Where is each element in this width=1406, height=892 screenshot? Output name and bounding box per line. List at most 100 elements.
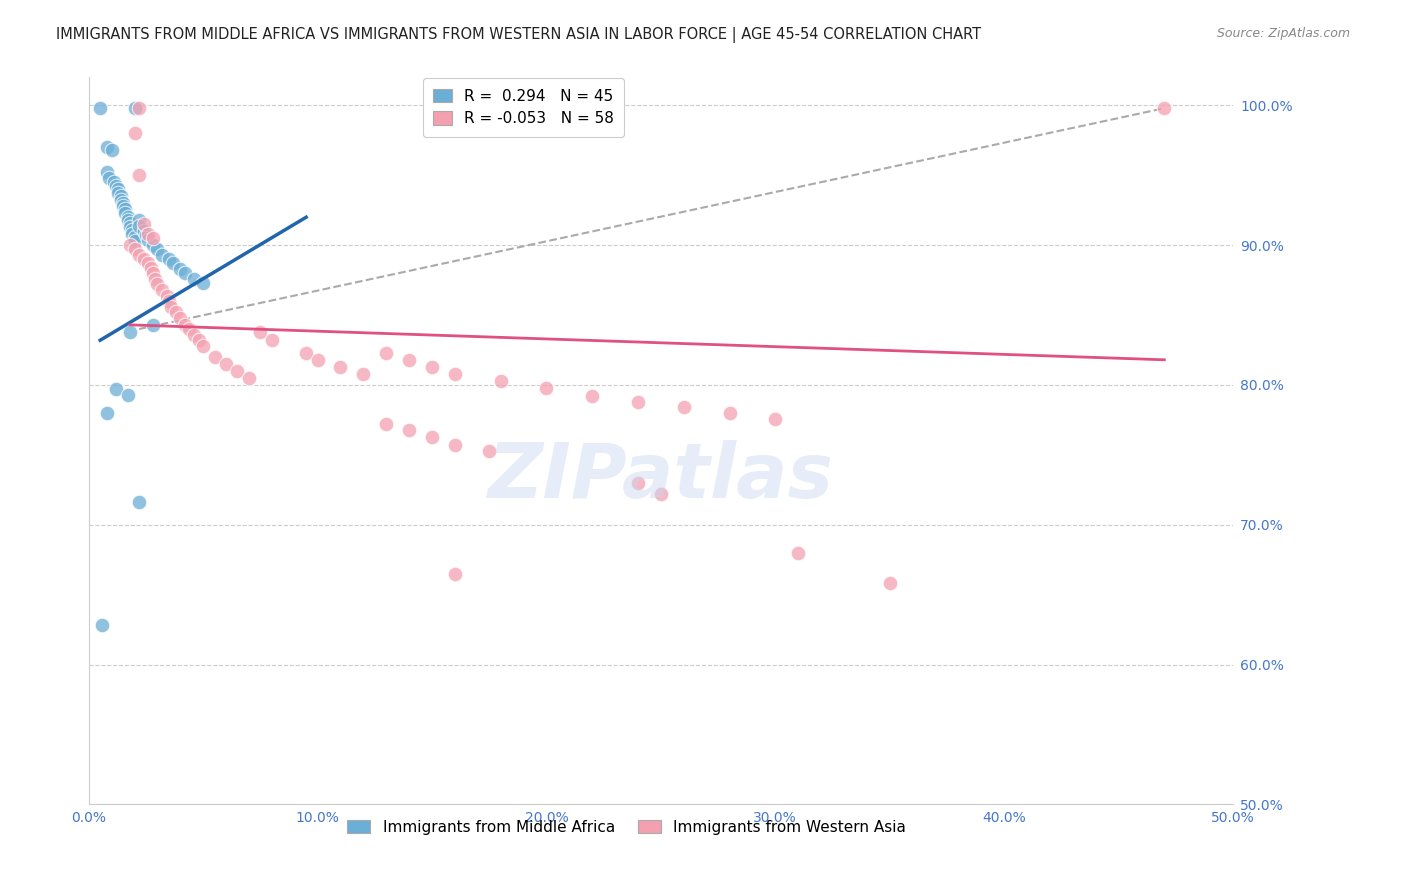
Point xyxy=(128,219,150,233)
Point xyxy=(260,333,283,347)
Point xyxy=(128,169,150,183)
Point xyxy=(162,256,184,270)
Point xyxy=(672,401,695,415)
Point xyxy=(718,406,741,420)
Point xyxy=(157,252,180,267)
Point xyxy=(117,211,139,225)
Point xyxy=(249,325,271,339)
Point xyxy=(193,276,215,290)
Point xyxy=(536,381,558,395)
Point xyxy=(160,300,183,314)
Point xyxy=(444,438,467,452)
Point xyxy=(787,546,810,560)
Legend: Immigrants from Middle Africa, Immigrants from Western Asia: Immigrants from Middle Africa, Immigrant… xyxy=(339,811,915,844)
Point xyxy=(420,359,443,374)
Point xyxy=(150,283,173,297)
Point xyxy=(238,371,260,385)
Point xyxy=(150,248,173,262)
Point xyxy=(117,388,139,402)
Point xyxy=(110,189,132,203)
Point xyxy=(96,140,118,154)
Text: IMMIGRANTS FROM MIDDLE AFRICA VS IMMIGRANTS FROM WESTERN ASIA IN LABOR FORCE | A: IMMIGRANTS FROM MIDDLE AFRICA VS IMMIGRA… xyxy=(56,27,981,43)
Point xyxy=(136,233,159,247)
Point xyxy=(117,213,139,227)
Point xyxy=(627,475,650,490)
Point xyxy=(114,206,136,220)
Point xyxy=(169,262,191,277)
Point xyxy=(204,350,226,364)
Point xyxy=(193,339,215,353)
Point xyxy=(132,224,155,238)
Point xyxy=(173,266,195,280)
Point xyxy=(124,101,146,115)
Point xyxy=(128,495,150,509)
Point xyxy=(146,277,169,292)
Point xyxy=(112,199,135,213)
Point xyxy=(398,423,420,437)
Point xyxy=(215,357,238,371)
Point xyxy=(124,234,146,248)
Point xyxy=(187,333,209,347)
Point xyxy=(112,196,135,211)
Point xyxy=(329,359,352,374)
Point xyxy=(478,443,501,458)
Point xyxy=(142,231,165,245)
Point xyxy=(139,260,162,275)
Point xyxy=(146,243,169,257)
Point xyxy=(114,202,136,216)
Point xyxy=(136,227,159,241)
Point xyxy=(1153,101,1175,115)
Point xyxy=(96,165,118,179)
Point xyxy=(143,271,166,285)
Point xyxy=(650,487,672,501)
Point xyxy=(135,228,157,243)
Point xyxy=(107,186,129,201)
Point xyxy=(307,352,329,367)
Point xyxy=(489,374,512,388)
Point xyxy=(627,394,650,409)
Point xyxy=(136,256,159,270)
Point xyxy=(226,364,249,378)
Point xyxy=(121,223,143,237)
Point xyxy=(157,294,180,309)
Point xyxy=(98,171,121,186)
Point xyxy=(183,327,205,342)
Point xyxy=(169,310,191,325)
Point xyxy=(105,179,128,194)
Point xyxy=(105,382,128,396)
Point xyxy=(398,352,420,367)
Point xyxy=(155,288,177,302)
Point xyxy=(121,227,143,241)
Point xyxy=(96,406,118,420)
Point xyxy=(142,238,165,252)
Point xyxy=(110,194,132,208)
Point xyxy=(132,252,155,267)
Point xyxy=(128,101,150,115)
Point xyxy=(444,367,467,381)
Point xyxy=(763,411,786,425)
Text: Source: ZipAtlas.com: Source: ZipAtlas.com xyxy=(1216,27,1350,40)
Point xyxy=(142,266,165,280)
Point xyxy=(352,367,374,381)
Point xyxy=(118,219,141,234)
Point xyxy=(173,318,195,332)
Point xyxy=(118,238,141,252)
Point xyxy=(879,576,901,591)
Point xyxy=(91,618,114,632)
Point xyxy=(118,216,141,230)
Point xyxy=(124,126,146,140)
Point xyxy=(295,346,318,360)
Point xyxy=(124,243,146,257)
Point xyxy=(100,143,122,157)
Point xyxy=(375,417,398,431)
Point xyxy=(128,248,150,262)
Point xyxy=(132,217,155,231)
Point xyxy=(165,305,187,319)
Point xyxy=(581,389,603,403)
Point xyxy=(420,430,443,444)
Point xyxy=(179,322,201,336)
Text: ZIPatlas: ZIPatlas xyxy=(488,441,834,514)
Point xyxy=(124,229,146,244)
Point xyxy=(89,101,111,115)
Point xyxy=(103,175,125,189)
